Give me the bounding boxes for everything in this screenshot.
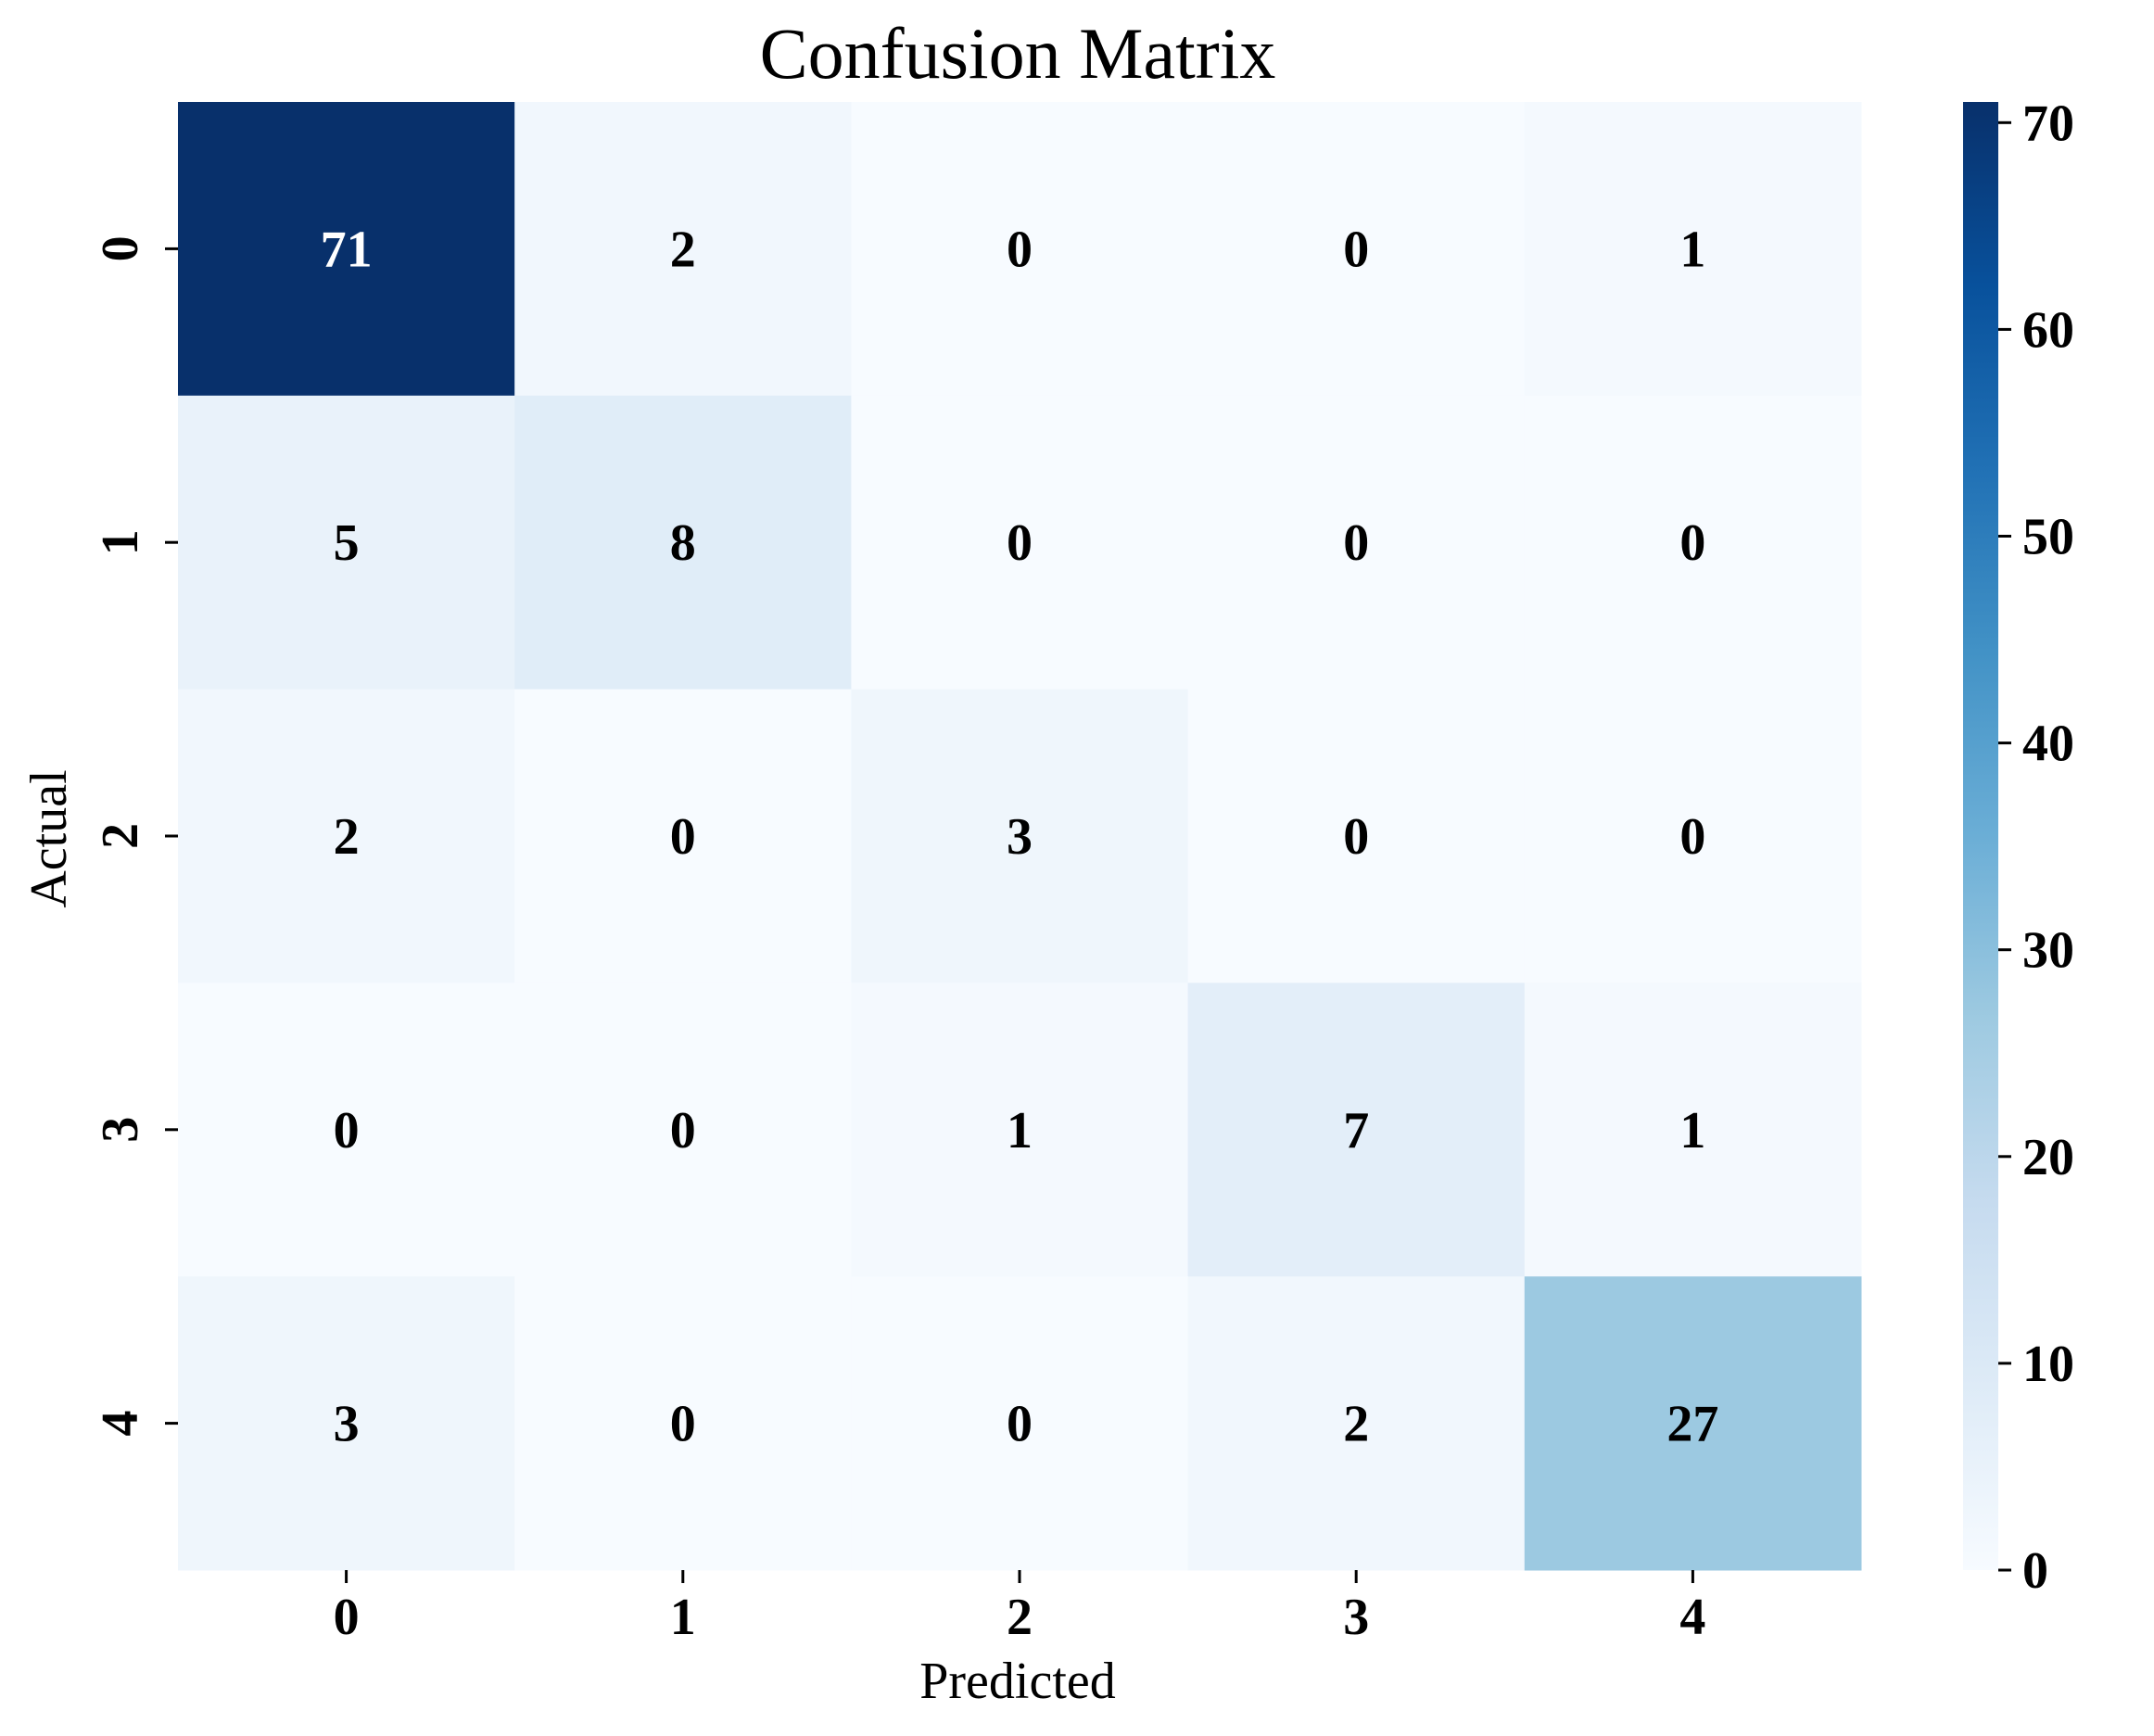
cell-value-r1-c4: 0	[1679, 514, 1705, 572]
cell-value-r1-c1: 8	[670, 514, 696, 572]
colorbar-tick-label-5: 50	[2022, 509, 2074, 566]
colorbar-tick-label-6: 60	[2022, 301, 2074, 359]
heatmap-cell-r1-c2	[851, 395, 1189, 691]
y-tick-label-1: 1	[92, 529, 149, 555]
heatmap-cell-r2-c1	[514, 689, 852, 983]
heatmap-cell-r2-c4	[1524, 689, 1862, 983]
cell-value-r1-c2: 0	[1007, 514, 1033, 572]
cell-value-r2-c3: 0	[1343, 808, 1369, 866]
heatmap-cell-labels: 71 2 0 0 15 8 0 0 02 0 3 0 00 0 1 7 13 0 0 2 27	[321, 221, 1719, 1452]
cell-value-r4-c3: 2	[1343, 1396, 1369, 1453]
heatmap-cell-r4-c2	[851, 1276, 1189, 1571]
cell-value-r4-c1: 0	[670, 1396, 696, 1453]
x-tick-label-2: 2	[1007, 1589, 1033, 1646]
cell-value-r3-c4: 1	[1679, 1102, 1705, 1159]
heatmap-cells	[178, 102, 1862, 1571]
y-tick-label-0: 0	[92, 235, 149, 261]
y-tick-label-4: 4	[92, 1411, 149, 1437]
cell-value-r3-c3: 7	[1343, 1102, 1369, 1159]
y-axis-label: Actual	[20, 769, 78, 907]
heatmap-cell-r2-c2	[851, 689, 1189, 983]
cell-value-r1-c0: 5	[334, 514, 360, 572]
heatmap-cell-r3-c1	[514, 982, 852, 1277]
cell-value-r2-c2: 3	[1007, 808, 1033, 866]
cell-value-r3-c0: 0	[334, 1102, 360, 1159]
cell-value-r0-c4: 1	[1679, 221, 1705, 278]
colorbar-tick-label-3: 30	[2022, 922, 2074, 980]
heatmap-cell-r4-c3	[1187, 1276, 1526, 1571]
x-tick-label-0: 0	[334, 1589, 360, 1646]
cell-value-r4-c2: 0	[1007, 1396, 1033, 1453]
heatmap-cell-r1-c4	[1524, 395, 1862, 691]
x-tick-label-4: 4	[1679, 1589, 1705, 1646]
heatmap-cell-r4-c1	[514, 1276, 852, 1571]
colorbar-tick-label-2: 20	[2022, 1129, 2074, 1186]
heatmap-cell-r2-c3	[1187, 689, 1526, 983]
cell-value-r3-c2: 1	[1007, 1102, 1033, 1159]
cell-value-r4-c0: 3	[334, 1396, 360, 1453]
heatmap-cell-r0-c1	[514, 102, 852, 397]
colorbar-tick-label-1: 10	[2022, 1336, 2074, 1393]
heatmap-cell-r1-c3	[1187, 395, 1526, 691]
cell-value-r3-c1: 0	[670, 1102, 696, 1159]
colorbar	[1963, 102, 1998, 1570]
cell-value-r2-c1: 0	[670, 808, 696, 866]
cell-value-r2-c0: 2	[334, 808, 360, 866]
cell-value-r0-c3: 0	[1343, 221, 1369, 278]
heatmap-cell-r3-c2	[851, 982, 1189, 1277]
heatmap-cell-r1-c1	[514, 395, 852, 691]
chart-title: Confusion Matrix	[760, 13, 1276, 94]
cell-value-r0-c0: 71	[321, 221, 373, 278]
colorbar-tick-label-7: 70	[2022, 95, 2074, 152]
heatmap-cell-r4-c0	[178, 1276, 515, 1571]
colorbar-ticks: 0 10 20 30 40 50 60 70	[1998, 95, 2074, 1600]
heatmap-cell-r0-c0	[178, 102, 515, 397]
heatmap-cell-r0-c2	[851, 102, 1189, 397]
heatmap-cell-r4-c4	[1524, 1276, 1862, 1571]
cell-value-r0-c1: 2	[670, 221, 696, 278]
x-tick-label-3: 3	[1343, 1589, 1369, 1646]
x-axis-label: Predicted	[919, 1653, 1115, 1710]
y-tick-label-3: 3	[92, 1117, 149, 1143]
heatmap-cell-r1-c0	[178, 395, 515, 691]
colorbar-tick-label-4: 40	[2022, 716, 2074, 773]
heatmap-cell-r3-c0	[178, 982, 515, 1277]
heatmap-cell-r2-c0	[178, 689, 515, 983]
cell-value-r0-c2: 0	[1007, 221, 1033, 278]
x-tick-label-1: 1	[670, 1589, 696, 1646]
y-tick-label-2: 2	[92, 823, 149, 849]
y-axis-ticks: 0 1 2 3 4	[92, 235, 178, 1437]
heatmap-cell-r3-c3	[1187, 982, 1526, 1277]
cell-value-r1-c3: 0	[1343, 514, 1369, 572]
heatmap-cell-r3-c4	[1524, 982, 1862, 1277]
cell-value-r2-c4: 0	[1679, 808, 1705, 866]
heatmap-cell-r0-c4	[1524, 102, 1862, 397]
x-axis-ticks: 0 1 2 3 4	[334, 1570, 1705, 1646]
colorbar-tick-label-0: 0	[2022, 1542, 2048, 1600]
heatmap-cell-r0-c3	[1187, 102, 1526, 397]
cell-value-r4-c4: 27	[1666, 1396, 1718, 1453]
